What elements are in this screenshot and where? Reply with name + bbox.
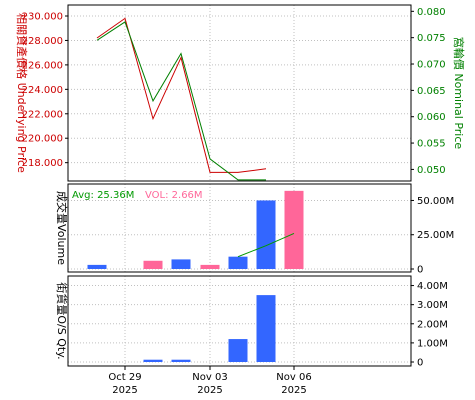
volume-bar	[200, 264, 220, 269]
x-tick-label-date: Oct 29	[108, 372, 141, 383]
nominal-axis-title: 窩輪價 Nominal Price	[452, 37, 466, 150]
os-qty-axis-ticks: 0 1.00M 2.00M 3.00M 4.00M	[411, 281, 448, 369]
os-qty-grid	[68, 276, 411, 366]
price-lines	[96, 17, 267, 181]
x-tick-label-year: 2025	[112, 385, 137, 396]
os-qty-panel-frame	[67, 275, 412, 367]
os-qty-axis-title: 街貨量O/S Qty.	[55, 282, 69, 359]
volume-average-line	[237, 232, 295, 258]
price-panel-frame	[67, 4, 412, 182]
x-tick-label-year: 2025	[197, 385, 222, 396]
volume-panel-frame	[67, 183, 412, 273]
underlying-tick-label: 218.000	[22, 158, 63, 169]
volume-current-label: VOL: 2.66M	[145, 190, 203, 201]
x-tick-label-date: Nov 06	[276, 372, 311, 383]
volume-bar	[284, 190, 304, 269]
price-panel: 218.000 220.000 222.000 224.000 226.000 228.0…	[15, 4, 466, 182]
nominal-axis-ticks: 0.050 0.055 0.060 0.065 0.070 0.075 0.080	[411, 7, 446, 176]
os-qty-bar	[143, 359, 163, 362]
underlying-tick-label: 228.000	[22, 36, 63, 47]
volume-average-polyline	[237, 232, 295, 258]
os-qty-tick-label: 3.00M	[417, 300, 448, 311]
price-grid	[68, 5, 411, 181]
os-qty-tick-label: 4.00M	[417, 281, 448, 292]
os-qty-panel: 0 1.00M 2.00M 3.00M 4.00M 街貨量O/S Qty.	[55, 275, 448, 369]
volume-bar	[228, 256, 248, 269]
nominal-tick-label: 0.055	[417, 139, 446, 150]
x-tick-label-year: 2025	[281, 385, 306, 396]
os-qty-tick-label: 0	[417, 358, 423, 369]
os-qty-tick-label: 2.00M	[417, 319, 448, 330]
nominal-price-line	[96, 21, 266, 181]
nominal-tick-label: 0.065	[417, 86, 446, 97]
underlying-tick-label: 226.000	[22, 60, 63, 71]
underlying-tick-label: 224.000	[22, 85, 63, 96]
os-qty-bar	[171, 359, 191, 362]
nominal-tick-label: 0.070	[417, 60, 446, 71]
nominal-tick-label: 0.060	[417, 112, 446, 123]
volume-bars	[87, 190, 304, 269]
volume-bar	[256, 200, 276, 269]
os-qty-bars	[143, 295, 276, 362]
underlying-tick-label: 220.000	[22, 134, 63, 145]
volume-tick-label: 50.00M	[417, 196, 454, 207]
volume-bar	[171, 259, 191, 269]
underlying-price-line	[96, 17, 267, 173]
x-tick-label-date: Nov 03	[192, 372, 227, 383]
volume-tick-label: 25.00M	[417, 230, 454, 241]
underlying-axis-ticks: 218.000 220.000 222.000 224.000 226.000 228.0…	[22, 12, 68, 169]
nominal-tick-label: 0.075	[417, 33, 446, 44]
volume-avg-label: Avg: 25.36M	[72, 190, 134, 201]
x-axis-labels: Oct 29 2025 Nov 03 2025 Nov 06 2025	[108, 366, 312, 396]
underlying-tick-label: 230.000	[22, 12, 63, 23]
volume-bar	[143, 260, 163, 269]
volume-tick-label: 0	[417, 265, 423, 276]
os-qty-bar	[228, 339, 248, 362]
os-qty-tick-label: 1.00M	[417, 338, 448, 349]
underlying-axis-title: 相關資產價格 Underlying Price	[15, 13, 29, 173]
nominal-tick-label: 0.080	[417, 7, 446, 18]
volume-axis-ticks: 0 25.00M 50.00M	[411, 196, 454, 276]
nominal-tick-label: 0.050	[417, 165, 446, 176]
volume-panel: Avg: 25.36M VOL: 2.66M 0 25.00M 50.00M 成交量…	[55, 183, 454, 276]
underlying-tick-label: 222.000	[22, 109, 63, 120]
volume-bar	[87, 264, 107, 269]
volume-axis-title: 成交量Volume	[55, 191, 69, 265]
os-qty-bar	[256, 295, 276, 362]
